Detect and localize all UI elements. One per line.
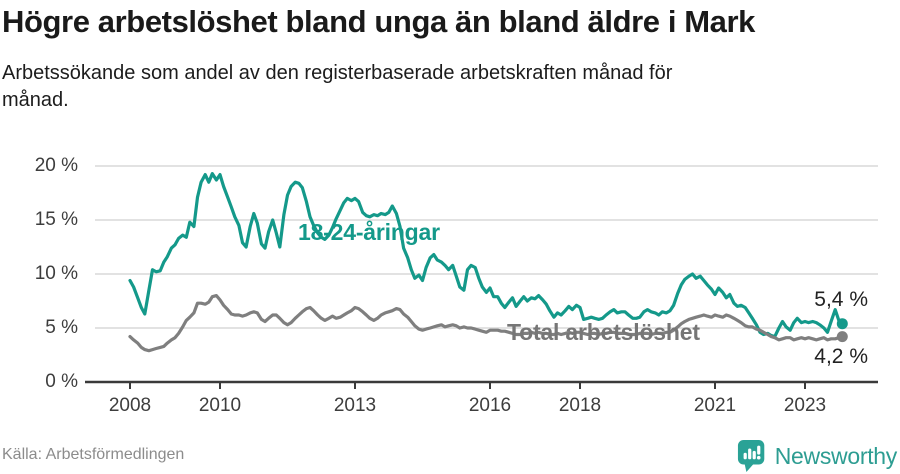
series-end-dot-total [836, 331, 848, 343]
end-value-label-youth: 5,4 % [814, 288, 868, 311]
end-value-label-total: 4,2 % [814, 345, 868, 368]
page-subtitle: Arbetssökande som andel av den registerb… [2, 62, 673, 111]
y-tick-label: 0 % [45, 371, 78, 392]
x-tick-label: 2013 [333, 395, 377, 416]
x-tick-label: 2023 [783, 395, 827, 416]
y-tick-label: 5 % [45, 317, 78, 338]
newsworthy-brand: Newsworthy [737, 439, 897, 473]
series-label-youth: 18-24-åringar [298, 219, 440, 245]
series-end-dot-youth [836, 318, 848, 330]
x-tick-label: 2010 [198, 395, 242, 416]
page-title: Högre arbetslöshet bland unga än bland ä… [2, 4, 756, 39]
source-caption: Källa: Arbetsförmedlingen [2, 446, 185, 463]
series-line-total [128, 294, 844, 353]
y-tick-label: 10 % [34, 263, 78, 284]
newsworthy-wordmark: Newsworthy [774, 442, 898, 469]
series-label-total: Total arbetslöshet [507, 319, 700, 345]
y-tick-label: 15 % [34, 209, 78, 230]
x-tick-label: 2016 [468, 395, 512, 416]
newsworthy-logo-icon [737, 439, 769, 473]
series-line-youth [128, 172, 844, 339]
x-tick-label: 2021 [693, 395, 737, 416]
x-tick-label: 2008 [108, 395, 152, 416]
y-tick-label: 20 % [34, 155, 78, 176]
x-tick-label: 2018 [558, 395, 602, 416]
